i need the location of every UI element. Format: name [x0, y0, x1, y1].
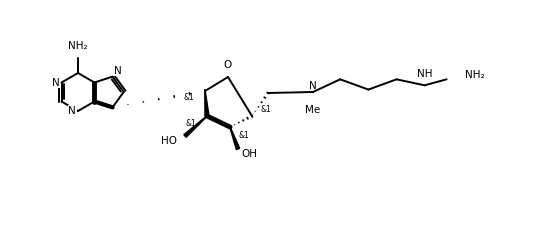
Text: HO: HO	[161, 136, 177, 146]
Polygon shape	[230, 127, 240, 150]
Text: NH₂: NH₂	[68, 41, 88, 51]
Text: N: N	[68, 106, 76, 116]
Text: O: O	[224, 60, 232, 70]
Text: OH: OH	[241, 149, 257, 159]
Text: &1: &1	[239, 131, 249, 139]
Text: NH: NH	[417, 69, 432, 79]
Text: &1: &1	[184, 92, 194, 102]
Text: N: N	[52, 78, 59, 88]
Polygon shape	[184, 116, 207, 137]
Text: &1: &1	[186, 120, 196, 128]
Text: N: N	[309, 81, 317, 91]
Text: Me: Me	[305, 105, 320, 115]
Text: NH₂: NH₂	[465, 70, 484, 80]
Text: &1: &1	[261, 106, 271, 114]
Polygon shape	[205, 91, 209, 116]
Text: N: N	[114, 66, 121, 76]
